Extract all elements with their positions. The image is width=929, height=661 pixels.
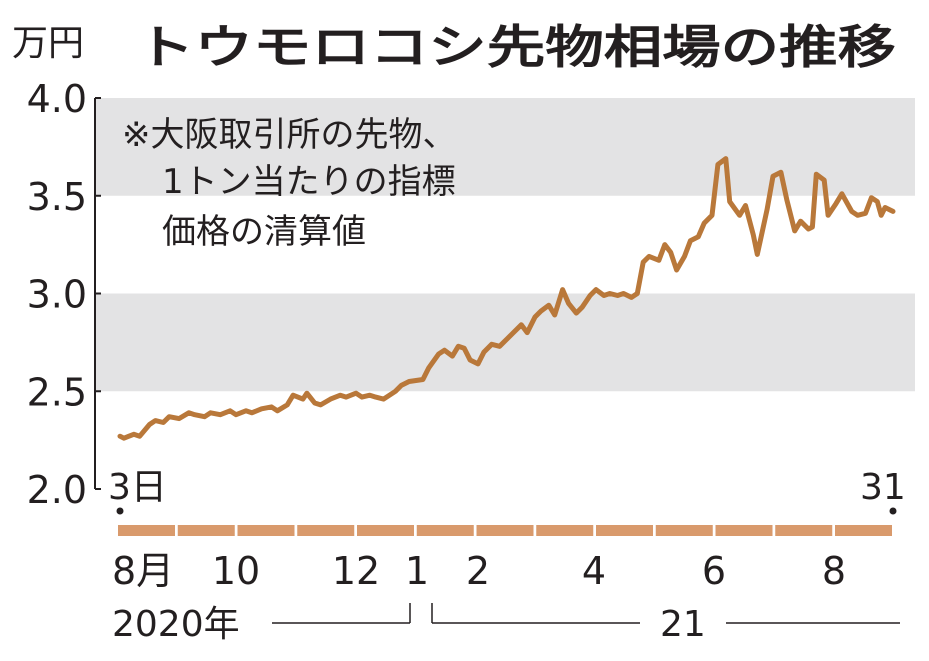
series-line bbox=[117, 156, 896, 441]
x-tick-label: 8月 bbox=[112, 549, 174, 593]
end-day-label: 31 bbox=[860, 467, 906, 508]
timeline-segment bbox=[655, 525, 713, 536]
timeline-segment bbox=[297, 525, 355, 536]
timeline-segment bbox=[835, 525, 892, 536]
end-marker bbox=[889, 507, 897, 515]
start-marker bbox=[116, 507, 124, 515]
timeline-segment bbox=[596, 525, 653, 536]
grid-band bbox=[95, 98, 915, 196]
note: ※大阪取引所の先物、 1トン当たりの指標 価格の清算値 bbox=[122, 115, 457, 252]
x-tick-label: 4 bbox=[582, 549, 606, 593]
timeline-segment bbox=[775, 525, 833, 536]
y-tick-label: 3.5 bbox=[27, 175, 87, 219]
y-tick-label: 4.0 bbox=[27, 77, 87, 121]
start-day-label: 3日 bbox=[108, 467, 167, 508]
y-tick-label: 2.5 bbox=[27, 370, 87, 414]
year-label-2020: 2020年 bbox=[112, 604, 240, 645]
y-axis: 4.0 3.5 3.0 2.5 2.0 bbox=[27, 77, 101, 512]
timeline-segment bbox=[416, 525, 474, 536]
chart-title: トウモロコシ先物相場の推移 bbox=[136, 20, 896, 74]
year-axis: 2020年 21 bbox=[112, 603, 900, 645]
note-line: 価格の清算値 bbox=[162, 212, 366, 252]
x-tick-label: 10 bbox=[212, 549, 260, 593]
x-axis: 8月 10 12 1 2 4 6 8 bbox=[112, 549, 846, 593]
x-tick-label: 8 bbox=[822, 549, 846, 593]
timeline-segment bbox=[118, 525, 175, 536]
y-tick-label: 3.0 bbox=[27, 273, 87, 317]
note-line: 1トン当たりの指標 bbox=[162, 162, 456, 202]
timeline-segment bbox=[715, 525, 773, 536]
timeline-segment bbox=[237, 525, 295, 536]
timeline-bar bbox=[118, 525, 892, 536]
y-tick-label: 2.0 bbox=[27, 468, 87, 512]
x-tick-label: 6 bbox=[702, 549, 726, 593]
timeline-segment bbox=[476, 525, 534, 536]
timeline-segment bbox=[357, 525, 414, 536]
note-line: ※大阪取引所の先物、 bbox=[122, 115, 457, 155]
unit-label: 万円 bbox=[12, 23, 84, 64]
x-tick-label: 2 bbox=[466, 549, 490, 593]
year-label-2021: 21 bbox=[660, 604, 706, 645]
x-tick-label: 12 bbox=[332, 549, 380, 593]
timeline-segment bbox=[536, 525, 594, 536]
x-tick-label: 1 bbox=[405, 549, 429, 593]
timeline-segment bbox=[177, 525, 235, 536]
